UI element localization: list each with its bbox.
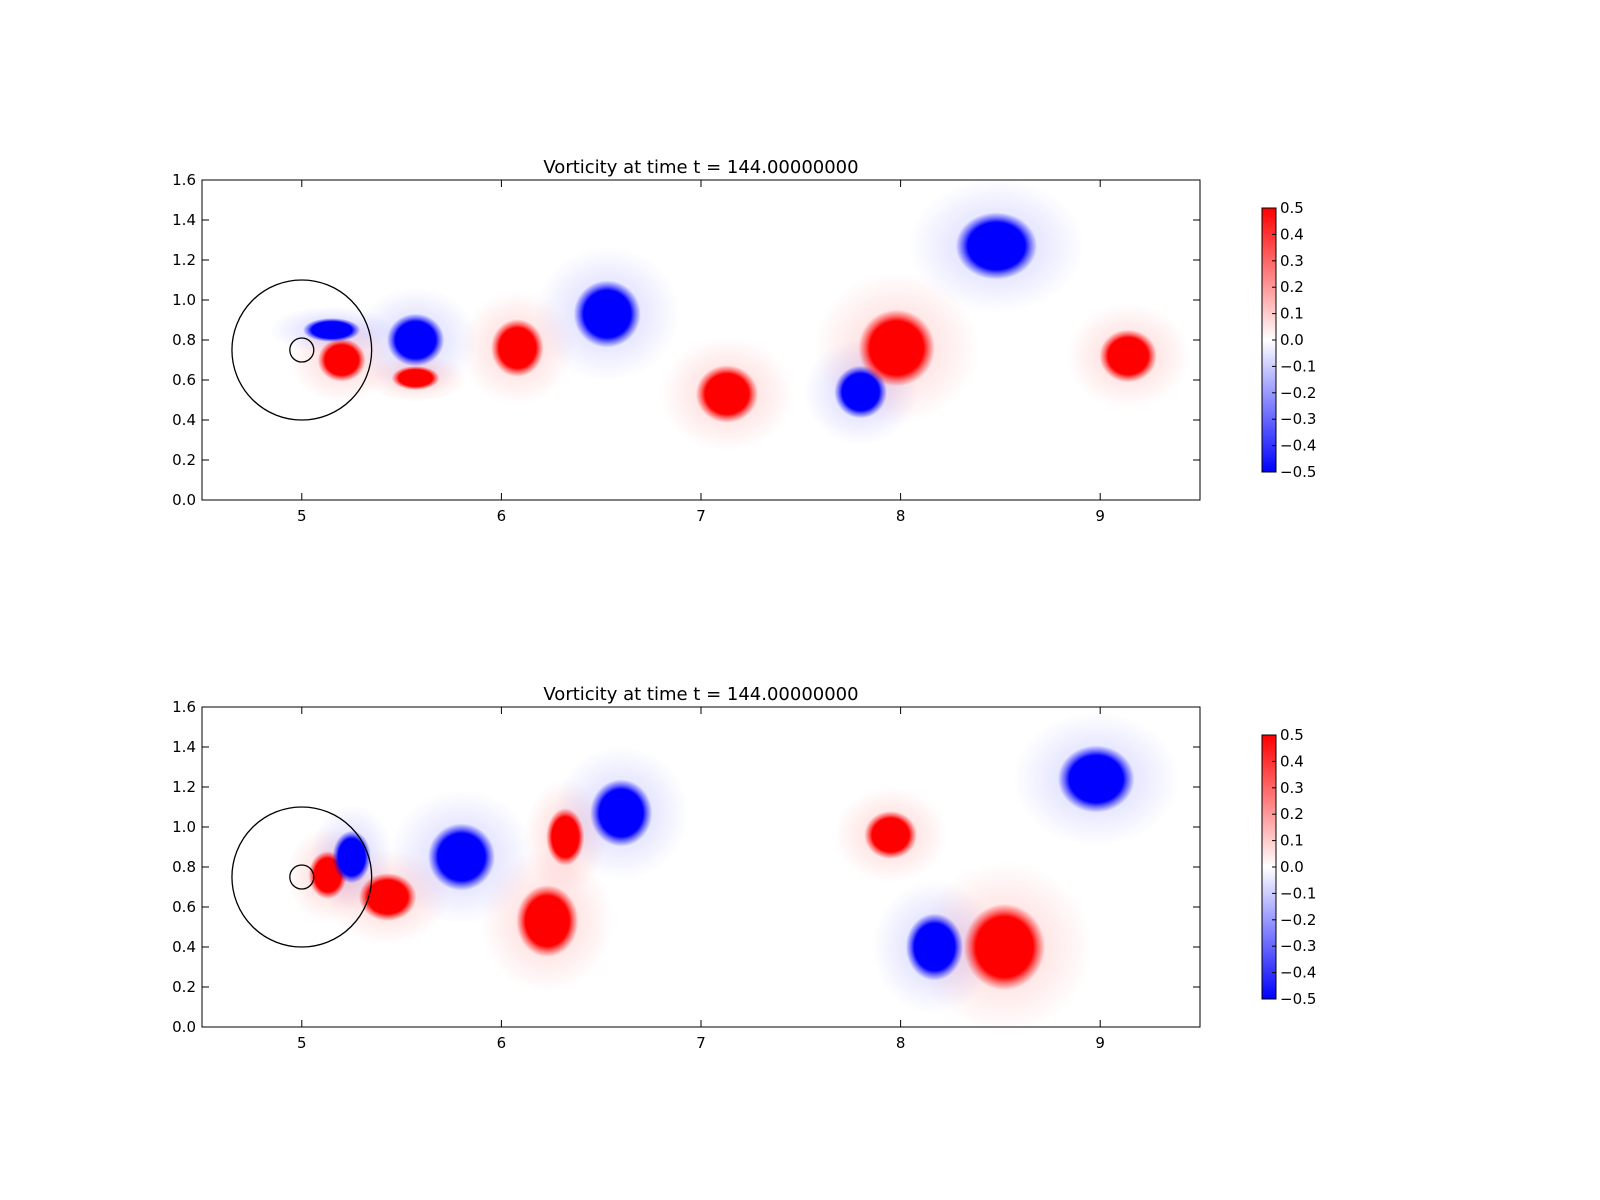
negative-vortex (955, 212, 1038, 280)
x-tick-label: 5 (297, 1034, 307, 1052)
cylinder-circle (289, 864, 315, 890)
x-tick-label: 7 (696, 507, 706, 525)
positive-vortex (864, 811, 917, 859)
colorbar-tick-label: −0.2 (1280, 384, 1316, 402)
y-tick-label: 0.0 (172, 491, 196, 509)
positive-vortex (358, 873, 417, 921)
y-tick-label: 1.2 (172, 778, 196, 796)
colorbar-tick-label: 0.2 (1280, 805, 1304, 823)
chart-title: Vorticity at time t = 144.00000000 (543, 684, 858, 705)
y-tick-label: 1.4 (172, 211, 196, 229)
colorbar-tick-label: −0.1 (1280, 357, 1316, 375)
colorbar-tick-label: 0.3 (1280, 252, 1304, 270)
positive-vortex (858, 309, 935, 387)
x-tick-label: 8 (896, 1034, 906, 1052)
colorbar-tick-label: −0.3 (1280, 410, 1316, 428)
chart-title: Vorticity at time t = 144.00000000 (543, 157, 858, 178)
y-tick-label: 1.4 (172, 738, 196, 756)
y-tick-label: 0.8 (172, 858, 196, 876)
positive-vortex (317, 338, 366, 382)
vorticity-field (231, 711, 1180, 1027)
positive-vortex (695, 365, 759, 423)
outer-circle (231, 279, 373, 421)
y-tick-label: 0.4 (172, 938, 196, 956)
y-tick-label: 1.2 (172, 251, 196, 269)
y-tick-label: 1.0 (172, 818, 196, 836)
colorbar-tick-label: 0.2 (1280, 278, 1304, 296)
y-tick-label: 0.8 (172, 331, 196, 349)
chart-panel-2: 5 6 7 8 9 0.0 0.2 0.4 0.6 0.8 1.0 1.2 1.4 1.6 Vorticit… (172, 684, 1316, 1052)
vorticity-field (231, 180, 1191, 452)
outer-circle (231, 806, 373, 948)
negative-vortex (332, 830, 371, 884)
y-tick-label: 0.4 (172, 411, 196, 429)
colorbar-tick-label: −0.5 (1280, 990, 1316, 1008)
negative-vortex (573, 280, 641, 348)
y-tick-label: 0.0 (172, 1018, 196, 1036)
y-tick-label: 0.6 (172, 898, 196, 916)
x-tick-label: 9 (1095, 1034, 1105, 1052)
cylinder-circle (289, 337, 315, 363)
negative-vortex (427, 823, 496, 891)
negative-vortex (386, 313, 445, 367)
colorbar: 0.5 0.4 0.3 0.2 0.1 0.0 −0.1 −0.2 −0.3 −0.4 −0.5 (1261, 199, 1316, 481)
colorbar-tick-label: 0.1 (1280, 832, 1304, 850)
x-tick-label: 8 (896, 507, 906, 525)
colorbar-tick-label: −0.5 (1280, 463, 1316, 481)
colorbar-tick-label: 0.5 (1280, 726, 1304, 744)
x-tick-label: 5 (297, 507, 307, 525)
positive-vortex (546, 808, 585, 866)
colorbar: 0.5 0.4 0.3 0.2 0.1 0.0 −0.1 −0.2 −0.3 −0.4 −0.5 (1261, 726, 1316, 1008)
colorbar-tick-label: 0.4 (1280, 752, 1304, 770)
negative-vortex (1057, 745, 1135, 813)
positive-vortex (516, 885, 579, 957)
x-tick-label: 7 (696, 1034, 706, 1052)
colorbar-tick-label: 0.0 (1280, 858, 1304, 876)
colorbar-tick-label: −0.4 (1280, 437, 1316, 455)
colorbar-tick-label: 0.4 (1280, 225, 1304, 243)
colorbar-tick-label: 0.3 (1280, 779, 1304, 797)
x-tick-label: 6 (497, 1034, 507, 1052)
y-tick-label: 0.6 (172, 371, 196, 389)
negative-vortex (590, 779, 653, 847)
colorbar-tick-label: −0.1 (1280, 884, 1316, 902)
x-tick-label: 6 (497, 507, 507, 525)
colorbar-tick-label: 0.1 (1280, 305, 1304, 323)
negative-vortex (905, 913, 964, 981)
colorbar-tick-label: −0.2 (1280, 911, 1316, 929)
colorbar-tick-label: −0.4 (1280, 964, 1316, 982)
y-tick-label: 1.6 (172, 171, 196, 189)
y-tick-label: 0.2 (172, 451, 196, 469)
colorbar-tick-label: −0.3 (1280, 937, 1316, 955)
positive-vortex (491, 319, 544, 377)
y-tick-label: 1.6 (172, 698, 196, 716)
y-tick-label: 0.2 (172, 978, 196, 996)
y-tick-label: 1.0 (172, 291, 196, 309)
positive-vortex (963, 903, 1046, 991)
chart-panel-1: 5 6 7 8 9 0.0 0.2 0.4 0.6 0.8 1.0 1.2 1.4 1.6 Vorticit… (172, 157, 1316, 525)
positive-vortex (391, 366, 440, 390)
x-tick-label: 9 (1095, 507, 1105, 525)
positive-vortex (1099, 329, 1157, 383)
colorbar-tick-label: 0.5 (1280, 199, 1304, 217)
negative-vortex (302, 318, 361, 342)
colorbar-tick-label: 0.0 (1280, 331, 1304, 349)
